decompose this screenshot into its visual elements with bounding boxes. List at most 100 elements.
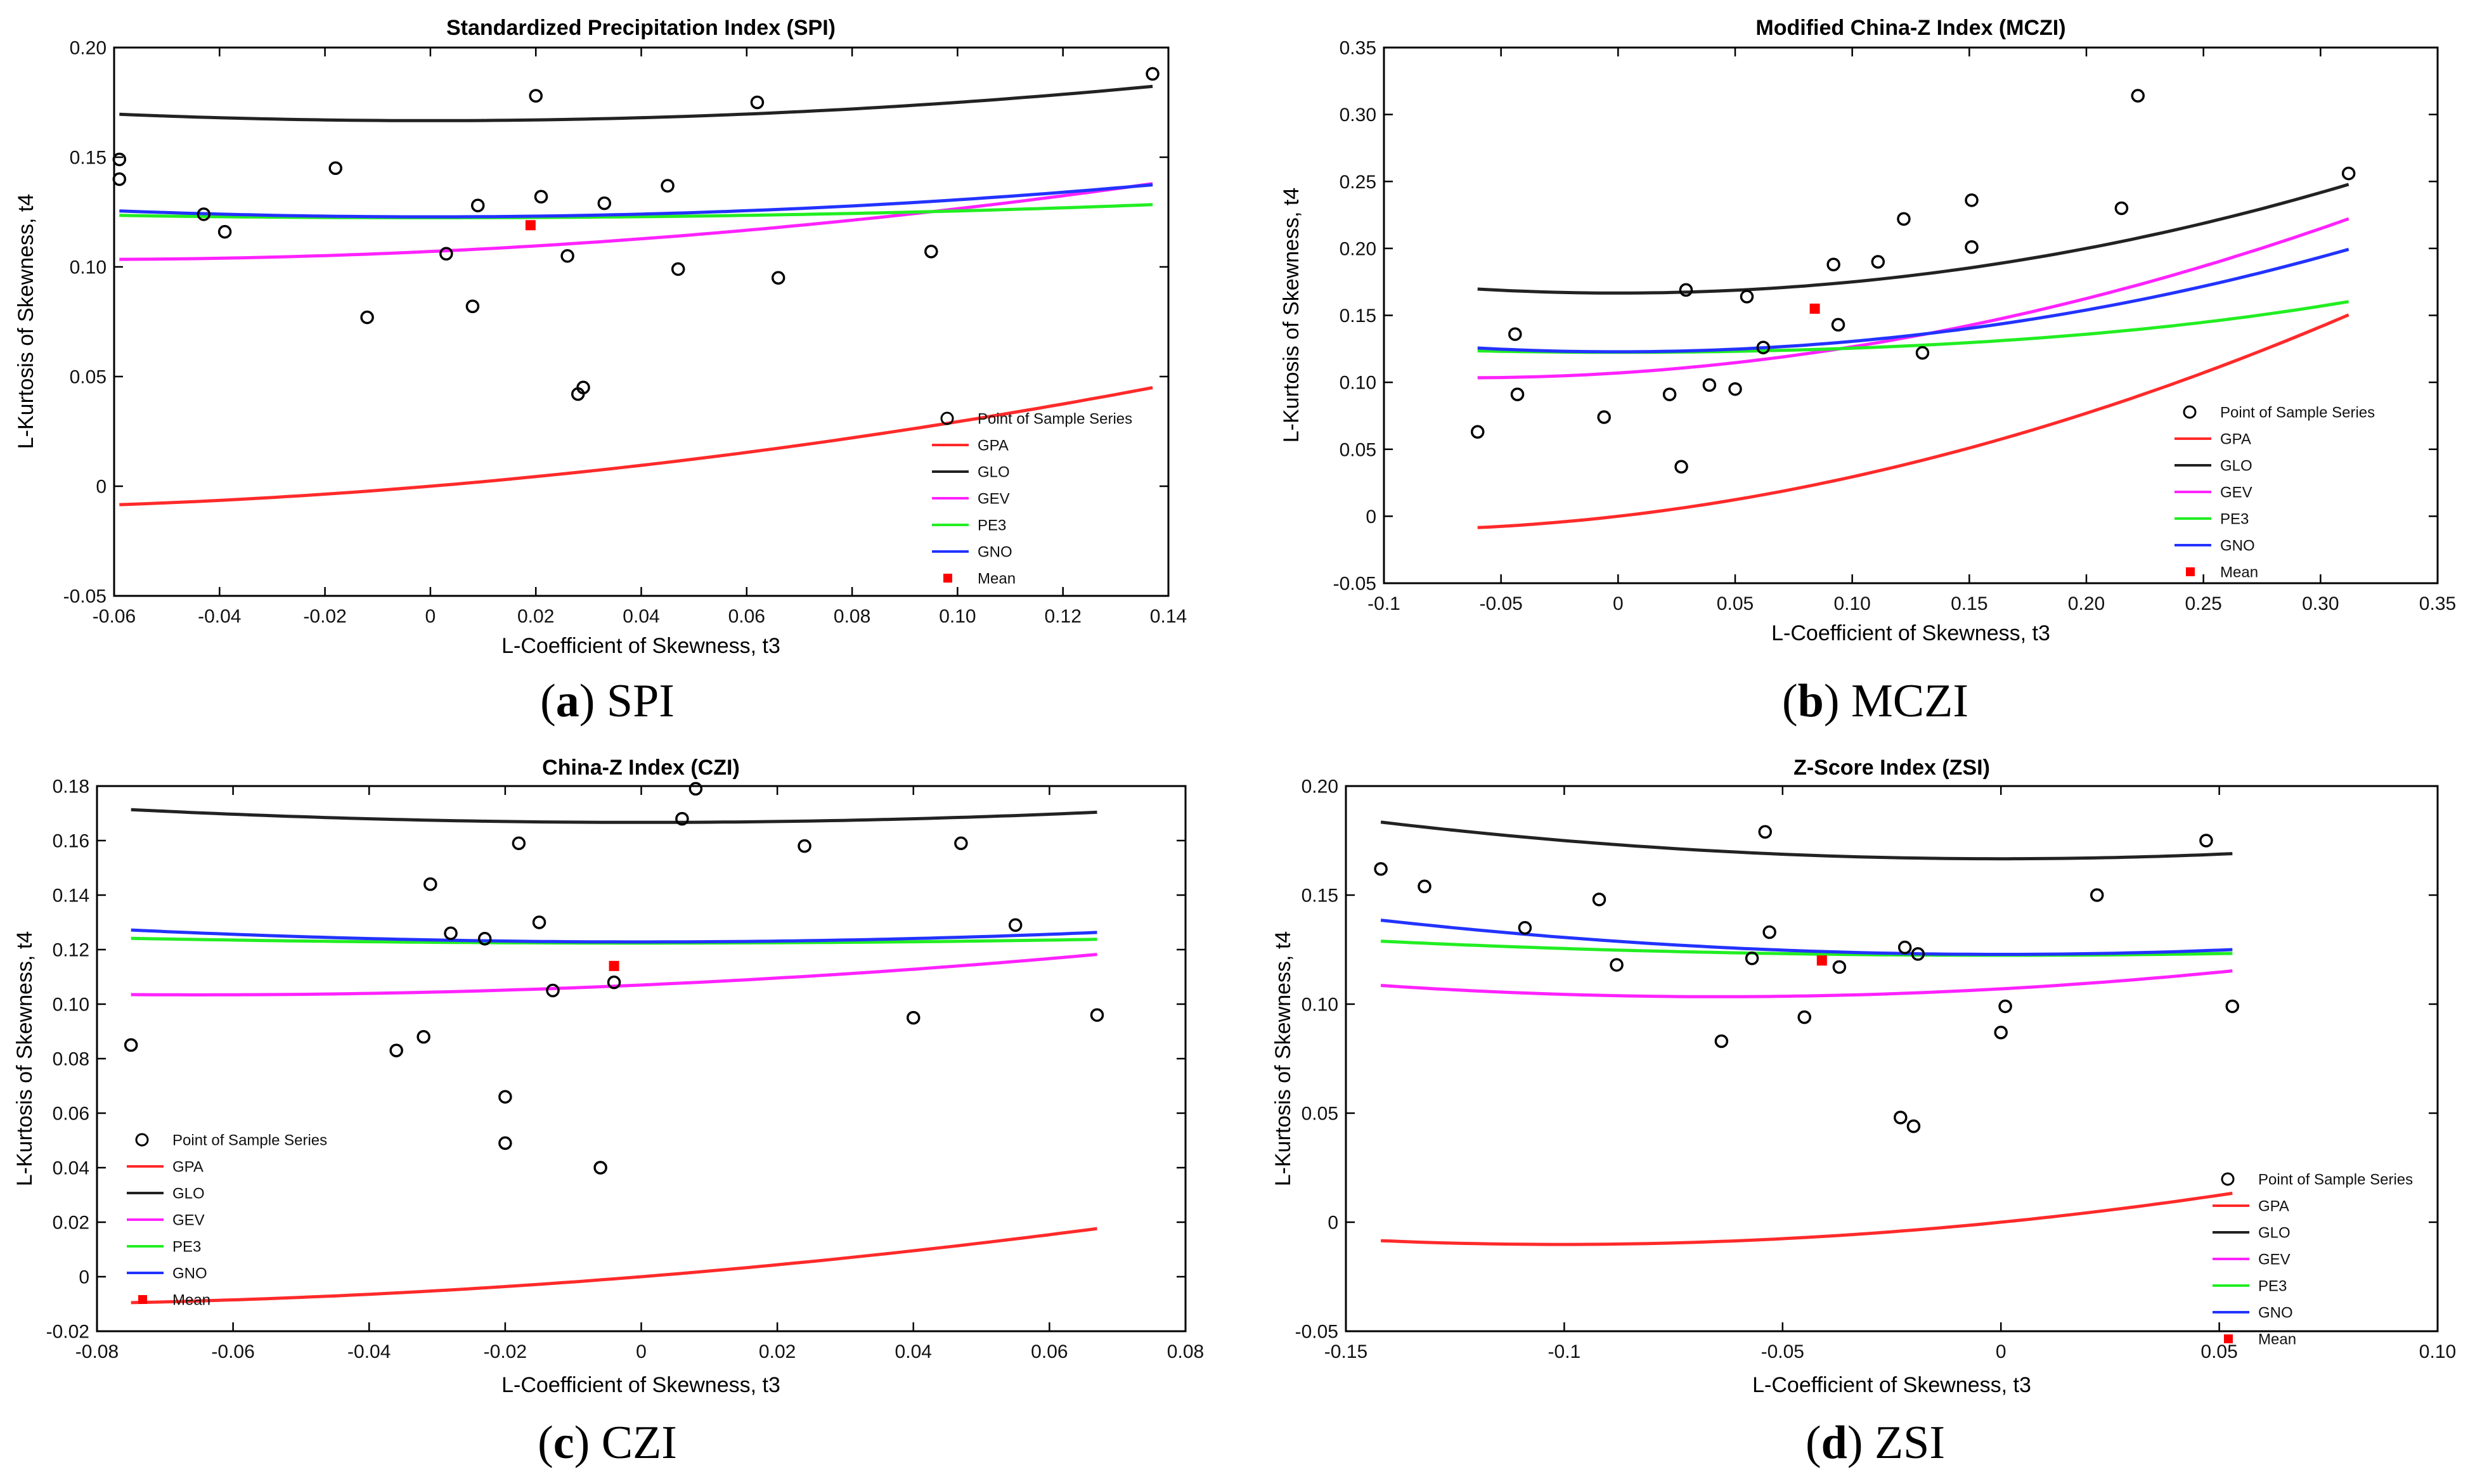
- x-tick-label: 0.02: [517, 606, 554, 627]
- caption-b: (b) MCZI: [1782, 675, 1968, 727]
- curve-gpa: [1381, 1191, 2233, 1246]
- y-tick-label: 0.05: [1340, 439, 1376, 460]
- caption-letter: c: [553, 1417, 574, 1469]
- legend-label-gpa: GPA: [172, 1158, 204, 1175]
- x-tick-label: -0.15: [1324, 1341, 1367, 1362]
- sample-point: [593, 1161, 607, 1175]
- legend-label-pe3: PE3: [978, 517, 1006, 534]
- y-tick-label: 0.20: [1340, 238, 1376, 259]
- caption-name: CZI: [602, 1417, 677, 1469]
- x-tick-label: -0.02: [484, 1341, 527, 1362]
- y-tick-label: 0: [1328, 1213, 1338, 1234]
- caption-letter: d: [1821, 1417, 1847, 1469]
- curve-gev: [1380, 969, 2233, 998]
- y-tick-label: -0.05: [1333, 574, 1376, 595]
- x-axis-ticks: -0.08 -0.06 -0.04 -0.02 0 0.02 0.04 0.06 0.08: [75, 786, 1204, 1362]
- sample-points: [1374, 825, 2240, 1133]
- caption-name: ZSI: [1875, 1417, 1945, 1469]
- sample-point: [597, 196, 612, 210]
- chart-mczi: Modified China-Z Index (MCZI) L-Coeffici…: [1279, 16, 2456, 645]
- x-tick-label: 0.14: [1150, 606, 1187, 627]
- legend-label-gev: GEV: [172, 1211, 205, 1229]
- x-tick-label: 0.15: [1951, 593, 1987, 614]
- sample-point: [1518, 920, 1532, 935]
- x-tick-label: 0.05: [1717, 593, 1754, 614]
- x-tick-label: 0.08: [834, 606, 870, 627]
- sample-point: [1008, 918, 1023, 932]
- curve-gno: [131, 928, 1097, 944]
- x-tick-label: 0.25: [2185, 593, 2221, 614]
- caption-a: (a) SPI: [540, 675, 675, 727]
- sample-point: [750, 95, 765, 110]
- x-tick-label: -0.04: [198, 606, 241, 627]
- sample-point: [1374, 861, 1388, 876]
- chart-title: Standardized Precipitation Index (SPI): [446, 16, 836, 40]
- y-tick-label: 0.04: [53, 1158, 89, 1179]
- y-axis-ticks: -0.02 0 0.02 0.04 0.06 0.08 0.10 0.12 0.14 0.16 0.…: [46, 777, 1186, 1343]
- sample-point: [798, 839, 811, 853]
- sample-point: [671, 262, 685, 276]
- sample-point: [532, 915, 546, 929]
- sample-point: [1894, 1111, 1908, 1125]
- sample-point: [1826, 257, 1840, 271]
- x-tick-label: 0.10: [939, 606, 976, 627]
- y-tick-label: 0.20: [70, 38, 107, 59]
- sample-point: [1597, 410, 1611, 424]
- x-tick-label: 0: [1996, 1341, 2006, 1362]
- x-tick-label: 0.10: [2419, 1341, 2456, 1362]
- x-axis-ticks: -0.1 -0.05 0 0.05 0.10 0.15 0.20 0.25 0.30 0.35: [1367, 48, 2456, 614]
- legend: Point of Sample Series GPA GLO GEV PE3 GNO Mea…: [2175, 404, 2375, 581]
- x-axis-label: L-Coefficient of Skewness, t3: [501, 1373, 780, 1397]
- y-tick-label: 0: [79, 1267, 89, 1288]
- sample-points: [112, 67, 1160, 401]
- sample-point: [1662, 387, 1677, 401]
- sample-point: [444, 926, 458, 940]
- legend-label-mean: Mean: [2220, 564, 2258, 581]
- sample-point: [1897, 212, 1911, 226]
- sample-point: [576, 380, 590, 395]
- sample-point: [1740, 290, 1754, 304]
- sample-point: [1592, 893, 1606, 907]
- y-tick-label: 0.30: [1340, 105, 1376, 126]
- sample-point: [389, 1043, 403, 1057]
- sample-point: [1994, 1025, 2008, 1040]
- sample-point: [197, 207, 211, 221]
- y-tick-label: 0.15: [1302, 886, 1338, 907]
- legend-symbol-sample: [2221, 1172, 2235, 1186]
- sample-point: [1714, 1034, 1729, 1048]
- legend-symbol-sample: [940, 411, 954, 425]
- curve-gpa: [119, 386, 1153, 506]
- sample-point: [546, 983, 560, 998]
- legend-label-gno: GNO: [172, 1265, 207, 1282]
- sample-point: [470, 198, 485, 212]
- sample-point: [417, 1029, 430, 1044]
- chart-czi: China-Z Index (CZI) L-Coefficient of Ske…: [13, 756, 1204, 1397]
- chart-title: Z-Score Index (ZSI): [1793, 756, 1990, 780]
- chart-zsi: Z-Score Index (ZSI) L-Coefficient of Ske…: [1271, 756, 2456, 1397]
- legend-label-gno: GNO: [978, 543, 1012, 560]
- x-axis-ticks: -0.06 -0.04 -0.02 0 0.02 0.04 0.06 0.08 0.10 0.12…: [93, 48, 1187, 627]
- legend-label-glo: GLO: [2220, 457, 2252, 474]
- legend-label-sample: Point of Sample Series: [172, 1132, 327, 1149]
- sample-point: [498, 1090, 512, 1104]
- curve-gpa: [131, 1227, 1097, 1305]
- sample-point: [1906, 1119, 1921, 1133]
- x-tick-label: -0.02: [303, 606, 346, 627]
- x-tick-label: -0.05: [1479, 593, 1522, 614]
- sample-point: [124, 1038, 138, 1052]
- y-tick-label: 0.16: [53, 831, 89, 852]
- x-tick-label: -0.04: [347, 1341, 391, 1362]
- y-tick-label: 0.05: [1302, 1104, 1338, 1125]
- y-tick-label: 0.10: [70, 257, 107, 278]
- sample-point: [1146, 67, 1160, 81]
- sample-point: [2131, 89, 2145, 103]
- legend: Point of Sample Series GPA GLO GEV PE3 GNO Mea…: [932, 410, 1132, 587]
- legend-label-sample: Point of Sample Series: [978, 410, 1132, 427]
- sample-point: [498, 1136, 512, 1151]
- sample-point: [907, 1010, 921, 1025]
- chart-spi: Standardized Precipitation Index (SPI) L…: [14, 16, 1187, 658]
- sample-point: [1756, 340, 1771, 354]
- sample-point: [2090, 888, 2104, 902]
- y-axis-ticks: -0.05 0 0.05 0.10 0.15 0.20 0.25 0.30 0.35: [1333, 38, 2438, 595]
- chart-title: Modified China-Z Index (MCZI): [1755, 16, 2065, 40]
